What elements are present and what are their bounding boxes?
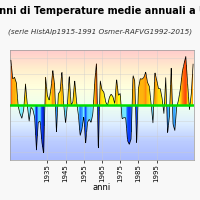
Text: (serie HistAlp1915-1991 Osmer-RAFVG1992-2015): (serie HistAlp1915-1991 Osmer-RAFVG1992-… (8, 28, 192, 35)
X-axis label: anni: anni (93, 183, 111, 192)
Text: 101 anni di Temperature medie annuali a Udine: 101 anni di Temperature medie annuali a … (0, 6, 200, 16)
